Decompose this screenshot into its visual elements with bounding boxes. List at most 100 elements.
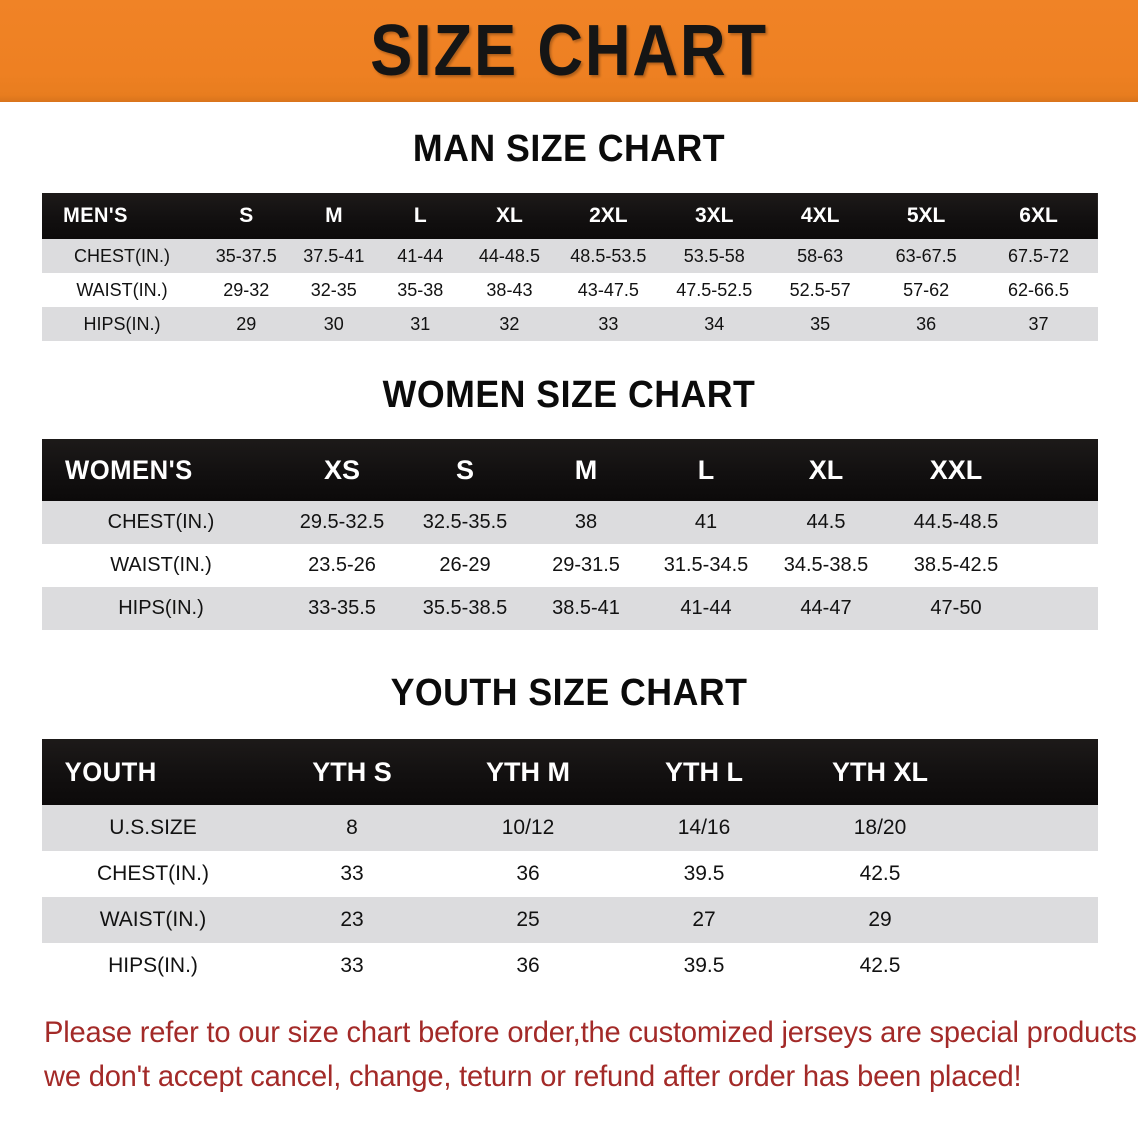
table-cell: 39.5 xyxy=(683,862,725,885)
table-cell: 44.5 xyxy=(806,511,846,533)
table-cell: 31 xyxy=(410,313,431,334)
table-cell: 52.5-57 xyxy=(789,279,851,300)
table-row: U.S.SIZE 8 10/12 14/16 18/20 xyxy=(42,805,1098,851)
youth-row-label: CHEST(IN.) xyxy=(97,862,209,885)
table-cell: 36 xyxy=(916,313,937,334)
women-col-header: XXL xyxy=(929,454,983,485)
table-cell: 47.5-52.5 xyxy=(676,279,753,300)
youth-header-label: YOUTH xyxy=(64,756,157,787)
man-section-title: MAN SIZE CHART xyxy=(412,128,726,170)
youth-row-label: U.S.SIZE xyxy=(109,816,197,839)
youth-row-label: WAIST(IN.) xyxy=(99,908,207,931)
table-cell: 32.5-35.5 xyxy=(422,511,508,533)
table-cell: 42.5 xyxy=(859,862,901,885)
man-col-header: 4XL xyxy=(800,204,840,227)
table-cell: 35-37.5 xyxy=(215,245,277,266)
man-col-header: L xyxy=(413,204,427,227)
youth-size-table: YOUTH YTH S YTH M YTH L YTH XL U.S.SIZE … xyxy=(42,739,1098,989)
table-cell: 63-67.5 xyxy=(895,245,957,266)
table-cell: 38 xyxy=(574,511,598,533)
women-row-label: CHEST(IN.) xyxy=(107,511,215,533)
man-size-chart: MEN'S S M L XL 2XL 3XL 4XL 5XL 6XL CHEST… xyxy=(42,193,1098,341)
man-col-header: 5XL xyxy=(906,204,946,227)
table-cell-spacer xyxy=(1026,587,1098,630)
order-policy-line-1: Please refer to our size chart before or… xyxy=(44,1016,1138,1049)
table-cell: 67.5-72 xyxy=(1008,245,1070,266)
women-col-header: L xyxy=(697,454,715,485)
table-cell: 38-43 xyxy=(486,279,533,300)
table-cell: 33-35.5 xyxy=(308,597,376,619)
women-section-title: WOMEN SIZE CHART xyxy=(382,374,756,416)
youth-size-chart: YOUTH YTH S YTH M YTH L YTH XL U.S.SIZE … xyxy=(42,739,1098,989)
table-cell: 41 xyxy=(694,511,718,533)
man-row-label: CHEST(IN.) xyxy=(73,245,170,266)
table-row: WAIST(IN.) 29-32 32-35 35-38 38-43 43-47… xyxy=(42,273,1098,307)
table-cell: 44-48.5 xyxy=(478,245,540,266)
table-cell: 44-47 xyxy=(800,597,852,619)
table-cell: 33 xyxy=(598,313,619,334)
table-row: CHEST(IN.) 33 36 39.5 42.5 xyxy=(42,851,1098,897)
order-policy-line-2: we don't accept cancel, change, teturn o… xyxy=(44,1059,1022,1093)
women-row-label: HIPS(IN.) xyxy=(118,597,204,619)
table-row: CHEST(IN.) 35-37.5 37.5-41 41-44 44-48.5… xyxy=(42,239,1098,273)
table-cell: 62-66.5 xyxy=(1008,279,1070,300)
table-cell-spacer xyxy=(968,851,1098,897)
table-cell: 32-35 xyxy=(310,279,357,300)
man-header-row: MEN'S S M L XL 2XL 3XL 4XL 5XL 6XL xyxy=(42,193,1098,239)
women-col-header: XS xyxy=(323,454,361,485)
table-cell: 35.5-38.5 xyxy=(422,597,508,619)
page-banner: SIZE CHART xyxy=(0,0,1138,102)
youth-header-spacer xyxy=(968,739,1098,805)
man-col-header: 3XL xyxy=(695,204,734,227)
table-cell: 38.5-41 xyxy=(552,597,620,619)
youth-col-header: YTH L xyxy=(665,756,743,787)
women-col-header: XL xyxy=(808,454,844,485)
table-cell: 26-29 xyxy=(439,554,491,576)
table-cell-spacer xyxy=(968,943,1098,989)
table-cell-spacer xyxy=(1026,544,1098,587)
table-row: HIPS(IN.) 33-35.5 35.5-38.5 38.5-41 41-4… xyxy=(42,587,1098,630)
table-cell: 34.5-38.5 xyxy=(783,554,869,576)
table-cell: 18/20 xyxy=(853,816,907,839)
table-cell: 38.5-42.5 xyxy=(913,554,999,576)
order-policy-note: Please refer to our size chart before or… xyxy=(44,1011,1138,1098)
table-cell: 27 xyxy=(692,908,716,931)
women-size-table: WOMEN'S XS S M L XL XXL CHEST(IN.) 29.5-… xyxy=(42,439,1098,630)
table-cell: 14/16 xyxy=(677,816,731,839)
man-col-header: XL xyxy=(496,204,523,227)
table-cell: 35 xyxy=(810,313,831,334)
table-cell: 42.5 xyxy=(859,954,901,977)
table-cell: 29 xyxy=(236,313,257,334)
table-cell: 39.5 xyxy=(683,954,725,977)
table-cell: 31.5-34.5 xyxy=(663,554,749,576)
table-cell: 29-32 xyxy=(223,279,270,300)
table-cell-spacer xyxy=(1026,501,1098,544)
table-cell: 23.5-26 xyxy=(308,554,376,576)
youth-col-header: YTH XL xyxy=(831,756,928,787)
youth-row-label: HIPS(IN.) xyxy=(108,954,198,977)
table-cell: 57-62 xyxy=(903,279,950,300)
table-cell: 37.5-41 xyxy=(303,245,365,266)
table-cell: 41-44 xyxy=(397,245,444,266)
man-col-header: M xyxy=(325,204,343,227)
table-row: HIPS(IN.) 33 36 39.5 42.5 xyxy=(42,943,1098,989)
table-cell: 44.5-48.5 xyxy=(913,511,999,533)
women-header-row: WOMEN'S XS S M L XL XXL xyxy=(42,439,1098,501)
table-cell: 23 xyxy=(340,908,364,931)
man-col-header: 2XL xyxy=(589,204,628,227)
table-cell: 32 xyxy=(499,313,520,334)
table-cell-spacer xyxy=(968,805,1098,851)
table-cell: 47-50 xyxy=(930,597,982,619)
table-cell: 30 xyxy=(323,313,344,334)
man-header-label: MEN'S xyxy=(63,204,128,227)
table-cell: 58-63 xyxy=(797,245,844,266)
table-row: HIPS(IN.) 29 30 31 32 33 34 35 36 37 xyxy=(42,307,1098,341)
table-cell: 43-47.5 xyxy=(577,279,639,300)
women-size-chart: WOMEN'S XS S M L XL XXL CHEST(IN.) 29.5-… xyxy=(42,439,1098,630)
table-cell: 53.5-58 xyxy=(683,245,745,266)
table-row: WAIST(IN.) 23 25 27 29 xyxy=(42,897,1098,943)
youth-header-row: YOUTH YTH S YTH M YTH L YTH XL xyxy=(42,739,1098,805)
women-header-label: WOMEN'S xyxy=(65,454,193,485)
man-row-label: WAIST(IN.) xyxy=(76,279,168,300)
youth-col-header: YTH M xyxy=(486,756,570,787)
